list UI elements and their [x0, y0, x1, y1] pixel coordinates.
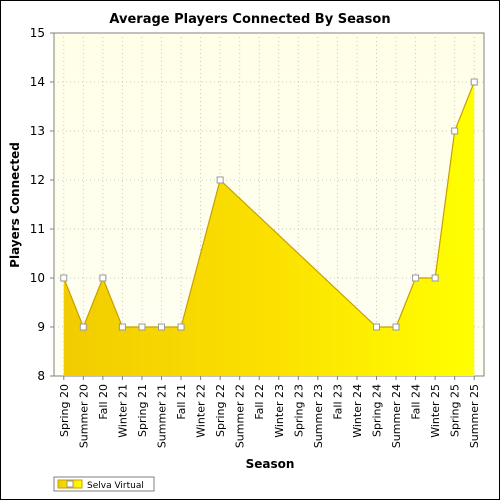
data-point — [431, 274, 439, 282]
data-point — [177, 323, 185, 331]
y-tick-label: 14 — [30, 75, 45, 89]
y-tick-label: 12 — [30, 173, 45, 187]
data-point — [451, 127, 459, 135]
y-tick-label: 15 — [30, 26, 45, 40]
x-axis-label: Season — [246, 457, 295, 471]
y-tick-label: 9 — [37, 320, 45, 334]
chart-title: Average Players Connected By Season — [109, 12, 390, 27]
x-tick-label: Winter 25 — [429, 384, 442, 438]
data-point — [158, 323, 165, 331]
x-tick-label: Summer 20 — [77, 384, 90, 448]
x-tick-label: Summer 25 — [468, 384, 481, 448]
x-tick-label: Summer 24 — [390, 384, 403, 448]
x-tick-label: Summer 21 — [156, 384, 169, 448]
y-tick-label: 13 — [30, 124, 45, 138]
x-tick-label: Fall 24 — [410, 384, 423, 420]
y-tick-label: 10 — [30, 271, 45, 285]
x-tick-label: Summer 22 — [234, 384, 247, 448]
data-point — [412, 274, 420, 282]
y-axis: 8 9 10 11 12 13 14 15 — [30, 26, 54, 383]
x-tick-label: Winter 24 — [351, 384, 364, 438]
x-tick-label: Spring 25 — [449, 384, 462, 437]
x-tick-label: Winter 22 — [195, 384, 208, 438]
x-tick-label: Fall 20 — [97, 384, 110, 420]
x-tick-label: Spring 24 — [371, 384, 384, 437]
series-area — [63, 82, 475, 376]
data-point — [60, 274, 68, 282]
data-point — [470, 78, 478, 86]
x-tick-label: Winter 23 — [273, 384, 286, 438]
x-tick-label: Fall 21 — [175, 384, 188, 420]
y-tick-label: 8 — [37, 369, 45, 383]
x-tick-label: Spring 22 — [214, 384, 227, 437]
legend-label: Selva Virtual — [87, 481, 144, 491]
data-point — [118, 323, 126, 331]
data-point — [216, 176, 224, 184]
legend-marker — [66, 480, 74, 488]
x-tick-label: Fall 23 — [331, 384, 344, 420]
x-axis: Spring 20 Summer 20 Fall 20 Winter 21 Spring… — [58, 376, 481, 448]
x-tick-label: Spring 20 — [58, 384, 71, 437]
x-tick-label: Summer 23 — [312, 384, 325, 448]
data-point — [373, 323, 380, 331]
x-tick-label: Fall 22 — [253, 384, 266, 420]
series-area-layer — [60, 78, 478, 376]
data-point — [138, 323, 146, 331]
x-tick-label: Spring 21 — [136, 384, 149, 437]
legend: Selva Virtual — [53, 476, 155, 492]
data-point — [392, 323, 400, 331]
x-tick-label: Winter 21 — [116, 384, 129, 438]
data-point — [79, 323, 87, 331]
y-axis-label: Players Connected — [8, 142, 22, 268]
data-point — [99, 274, 107, 282]
y-tick-label: 11 — [30, 222, 45, 236]
x-tick-label: Spring 23 — [292, 384, 305, 437]
